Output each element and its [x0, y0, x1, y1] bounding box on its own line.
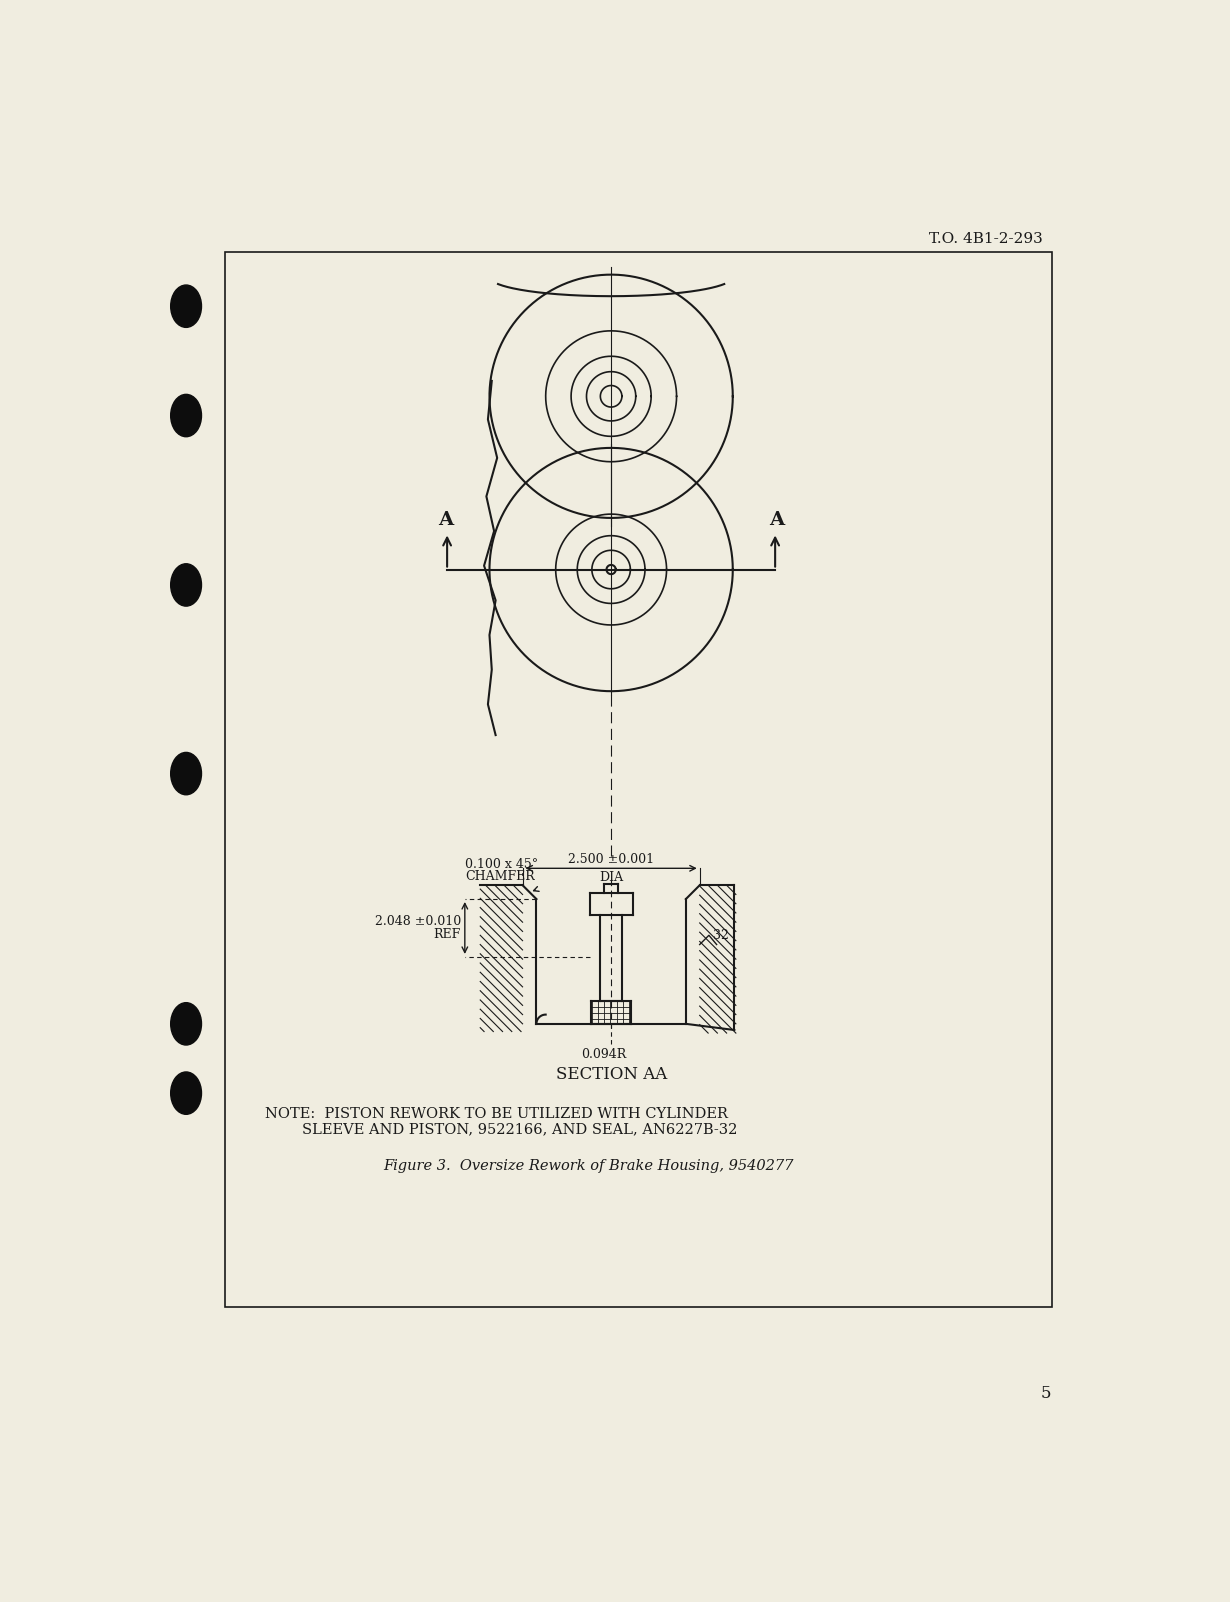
Text: A: A [438, 511, 453, 529]
Text: 5: 5 [1041, 1386, 1052, 1402]
Ellipse shape [171, 564, 202, 606]
Text: 0.100 x 45°: 0.100 x 45° [465, 859, 538, 871]
Text: 0.094R: 0.094R [581, 1048, 626, 1062]
Text: NOTE:  PISTON REWORK TO BE UTILIZED WITH CYLINDER: NOTE: PISTON REWORK TO BE UTILIZED WITH … [264, 1107, 727, 1121]
Text: CHAMFER: CHAMFER [465, 870, 535, 883]
Text: DIA: DIA [599, 870, 624, 884]
Ellipse shape [171, 1072, 202, 1115]
Ellipse shape [171, 394, 202, 437]
Text: Figure 3.  Oversize Rework of Brake Housing, 9540277: Figure 3. Oversize Rework of Brake Housi… [383, 1158, 793, 1173]
Text: 2.500 ±0.001: 2.500 ±0.001 [568, 852, 654, 867]
Ellipse shape [171, 1003, 202, 1045]
Text: REF: REF [434, 928, 461, 940]
Text: 2.048 ±0.010: 2.048 ±0.010 [375, 915, 461, 928]
Text: 32: 32 [712, 929, 728, 942]
Bar [225, 252, 1053, 1307]
Ellipse shape [171, 285, 202, 327]
Text: T.O. 4B1-2-293: T.O. 4B1-2-293 [929, 232, 1042, 247]
Text: SLEEVE AND PISTON, 9522166, AND SEAL, AN6227B-32: SLEEVE AND PISTON, 9522166, AND SEAL, AN… [264, 1123, 737, 1136]
Text: SECTION AA: SECTION AA [556, 1067, 667, 1083]
Text: A: A [769, 511, 785, 529]
Ellipse shape [171, 753, 202, 795]
